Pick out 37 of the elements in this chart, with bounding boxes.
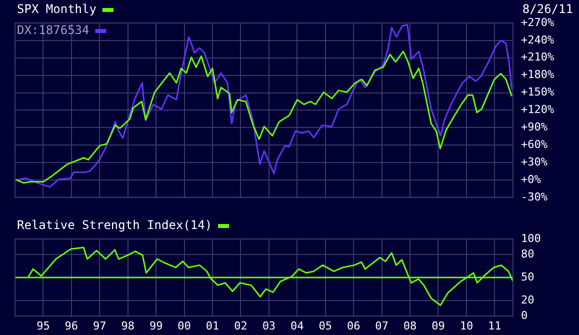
x-tick-label: 02 <box>234 319 248 332</box>
y-tick-label: +240% <box>521 33 554 46</box>
x-tick-label: 05 <box>318 319 332 332</box>
x-tick-label: 06 <box>346 319 360 332</box>
x-tick-label: 99 <box>149 319 163 332</box>
y-tick-label: +0% <box>521 172 542 186</box>
y-tick-label: +270% <box>521 16 554 29</box>
y-tick-label: +210% <box>521 50 554 64</box>
y-tick-label: 100 <box>521 232 541 245</box>
y-tick-label: +120% <box>521 103 554 116</box>
x-tick-label: 98 <box>121 319 134 332</box>
x-tick-label: 08 <box>403 319 417 332</box>
y-tick-label: +150% <box>521 86 554 99</box>
x-tick-label: 03 <box>262 319 276 332</box>
y-tick-label: 80 <box>521 247 534 260</box>
x-tick-label: 96 <box>64 319 78 332</box>
x-tick-label: 11 <box>488 319 502 332</box>
x-tick-label: 95 <box>36 319 50 332</box>
x-tick-label: 00 <box>178 319 191 332</box>
y-tick-label: +90% <box>521 120 548 134</box>
legend-label: SPX Monthly <box>17 2 96 16</box>
x-tick-label: 07 <box>375 319 388 332</box>
x-tick-label: 01 <box>206 319 220 332</box>
y-tick-label: 20 <box>521 293 534 306</box>
x-tick-label: 09 <box>432 319 445 332</box>
y-tick-label: 50 <box>521 270 534 284</box>
legend-label: Relative Strength Index(14) <box>17 218 212 232</box>
y-tick-label: +180% <box>521 68 554 82</box>
x-tick-label: 04 <box>290 319 304 332</box>
y-tick-label: +60% <box>521 138 548 151</box>
y-tick-label: +30% <box>521 155 548 168</box>
x-tick-label: 97 <box>93 319 106 332</box>
text: 8/26/11 <box>522 2 573 16</box>
legend-label: DX:1876534 <box>17 23 90 38</box>
y-tick-label: 0 <box>521 308 528 322</box>
x-tick-label: 10 <box>460 319 474 332</box>
y-tick-label: -30% <box>521 190 548 204</box>
